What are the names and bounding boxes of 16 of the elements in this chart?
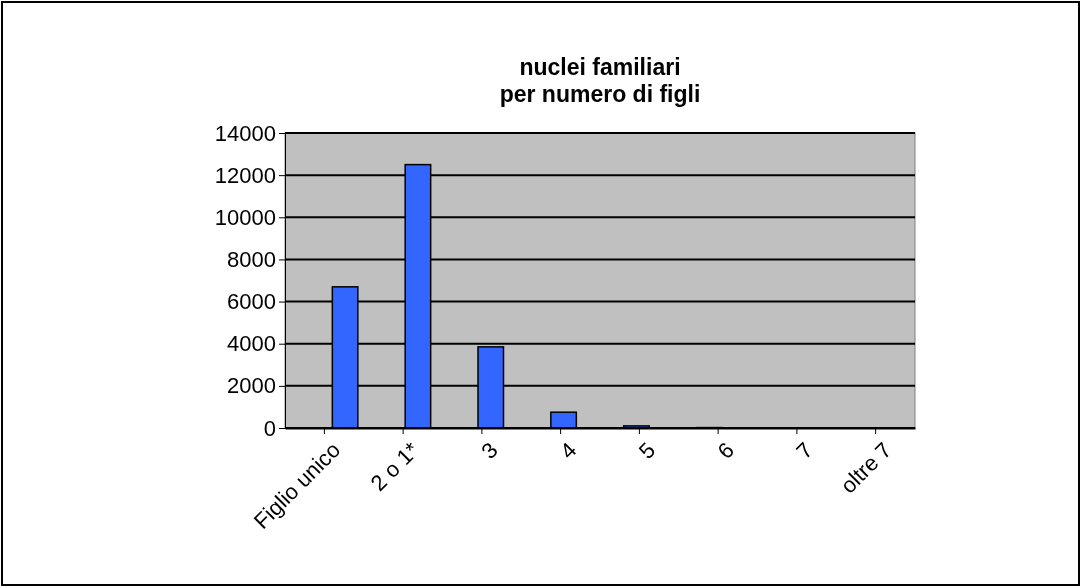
y-tick-label: 0 bbox=[263, 415, 276, 441]
y-tick-label: 6000 bbox=[227, 289, 276, 315]
x-tick-label: 7 bbox=[791, 437, 818, 464]
x-tick-label: 4 bbox=[555, 437, 582, 464]
y-tick-label: 14000 bbox=[214, 120, 276, 146]
y-tick-label: 4000 bbox=[227, 331, 276, 357]
x-tick-label: 2 o 1* bbox=[365, 437, 425, 496]
y-tick-label: 12000 bbox=[214, 162, 276, 188]
x-tick-label: oltre 7 bbox=[835, 437, 897, 499]
x-tick-label: 6 bbox=[712, 437, 739, 464]
y-tick-label: 2000 bbox=[227, 373, 276, 399]
x-tick-label: 5 bbox=[633, 437, 661, 464]
y-tick-label: 10000 bbox=[214, 204, 276, 230]
x-tick-label: 3 bbox=[476, 437, 503, 464]
chart-title: nuclei familiari per numero di figli bbox=[499, 54, 701, 107]
y-tick-label: 8000 bbox=[227, 246, 276, 272]
